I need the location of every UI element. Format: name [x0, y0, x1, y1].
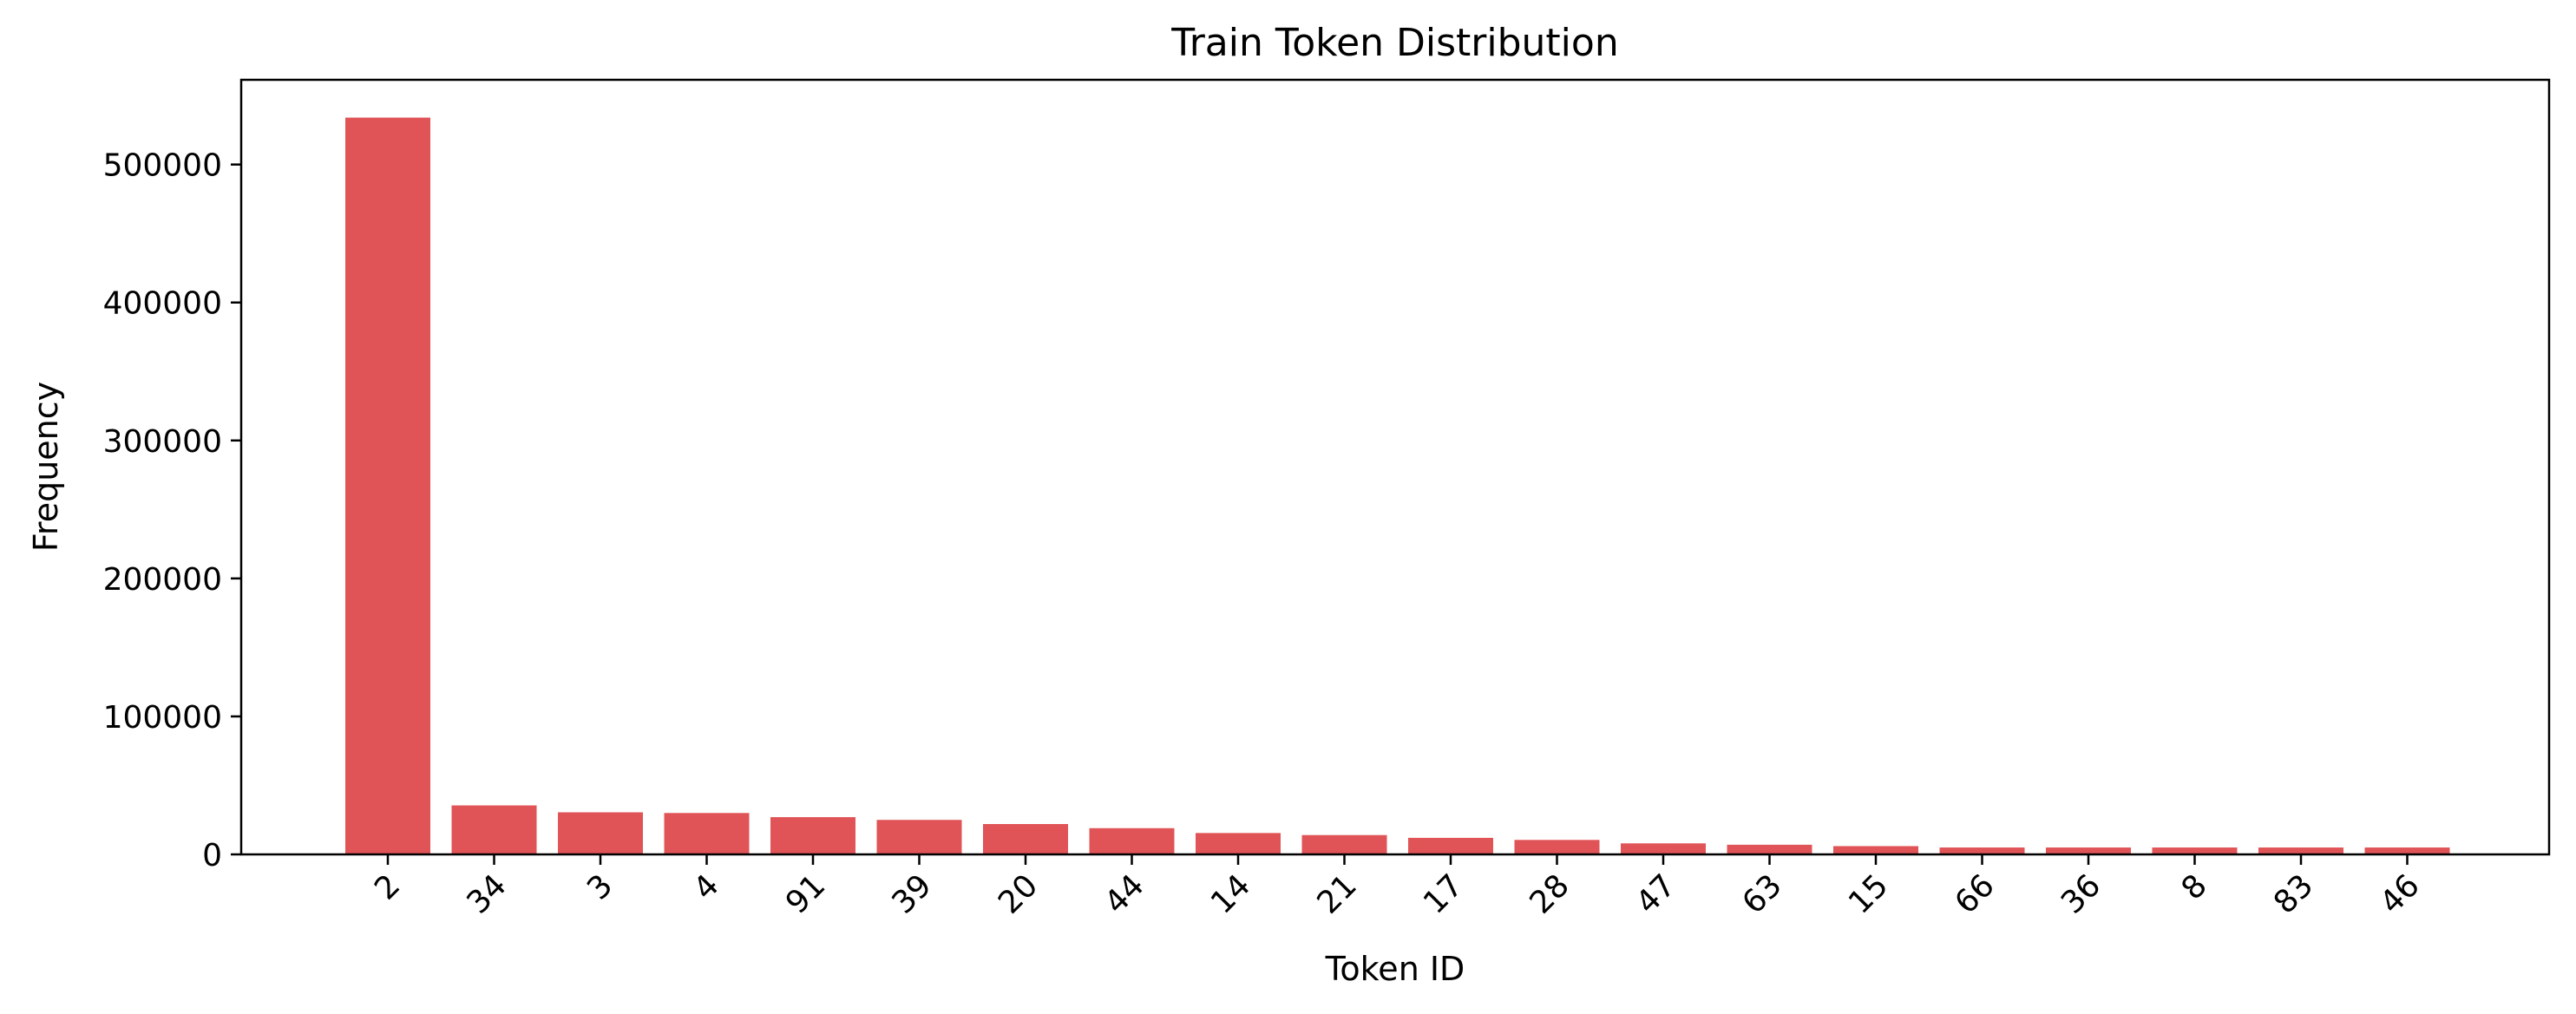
x-tick-label: 21 — [1310, 867, 1363, 920]
bar-17 — [1408, 837, 1493, 854]
y-tick-label: 400000 — [103, 286, 222, 322]
bar-66 — [1939, 847, 2025, 854]
x-tick-label: 83 — [2267, 867, 2320, 920]
bar-14 — [1196, 833, 1281, 854]
bar-15 — [1833, 846, 1918, 854]
x-tick-label: 17 — [1417, 867, 1470, 920]
y-tick-label: 300000 — [103, 424, 222, 460]
bars-group — [345, 117, 2450, 855]
bar-3 — [558, 812, 643, 854]
x-tick-label: 14 — [1204, 867, 1257, 920]
x-tick-label: 20 — [992, 867, 1045, 920]
bar-2 — [345, 117, 430, 855]
y-axis-ticks: 0 100000 200000 300000 400000 500000 — [103, 148, 241, 873]
x-tick-label: 4 — [687, 867, 726, 906]
bar-20 — [983, 824, 1068, 854]
bar-39 — [876, 820, 962, 854]
x-tick-label: 91 — [779, 867, 832, 920]
x-tick-label: 28 — [1523, 867, 1576, 920]
x-tick-label: 2 — [368, 867, 407, 906]
x-tick-label: 8 — [2175, 867, 2214, 906]
x-tick-label: 39 — [885, 867, 938, 920]
y-tick-label: 200000 — [103, 562, 222, 598]
bar-21 — [1301, 834, 1387, 854]
x-tick-label: 63 — [1735, 867, 1788, 920]
bar-44 — [1089, 828, 1175, 854]
x-tick-label: 15 — [1842, 867, 1895, 920]
y-tick-label: 0 — [202, 838, 222, 873]
x-tick-label: 36 — [2055, 867, 2107, 920]
bar-28 — [1514, 840, 1600, 854]
chart-title: Train Token Distribution — [1170, 21, 1618, 65]
x-tick-label: 47 — [1629, 867, 1682, 920]
x-tick-label: 34 — [460, 867, 513, 920]
y-tick-label: 100000 — [103, 700, 222, 736]
bar-8 — [2152, 847, 2238, 854]
x-axis-ticks: 2 34 3 4 91 39 20 44 14 21 17 28 47 63 15 66 36 8 83 46 — [368, 854, 2427, 921]
bar-4 — [664, 813, 750, 854]
y-axis-label: Frequency — [27, 382, 65, 552]
bar-36 — [2046, 847, 2131, 854]
bar-34 — [451, 805, 537, 854]
bar-46 — [2364, 847, 2450, 854]
y-tick-label: 500000 — [103, 148, 222, 184]
x-tick-label: 3 — [580, 867, 619, 906]
plot-frame — [239, 78, 2551, 856]
bar-91 — [770, 817, 855, 854]
x-tick-label: 46 — [2373, 867, 2426, 920]
x-axis-label: Token ID — [1325, 950, 1465, 988]
bar-63 — [1727, 844, 1812, 854]
bar-47 — [1621, 843, 1706, 854]
x-tick-label: 44 — [1098, 867, 1150, 920]
bar-83 — [2258, 847, 2343, 854]
x-tick-label: 66 — [1948, 867, 2001, 920]
